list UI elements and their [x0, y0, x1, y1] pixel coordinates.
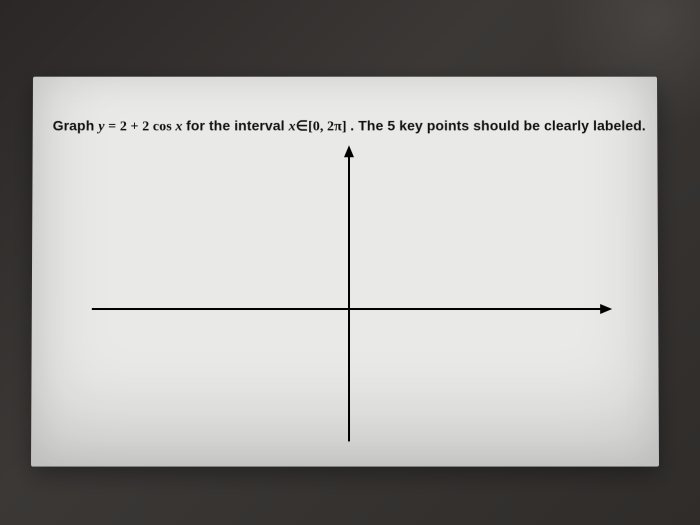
sentence-rest: . The 5 key points should be clearly lab…: [350, 117, 646, 133]
interval-b: 2π: [323, 119, 341, 134]
interval-var: x: [289, 119, 296, 134]
interval-in: ∈: [296, 119, 308, 134]
equation-body: = 2 + 2 cos: [105, 119, 176, 134]
photo-frame: Graph y = 2 + 2 cos x for the interval x…: [0, 0, 700, 525]
equation-x: x: [175, 119, 182, 134]
word-graph: Graph: [53, 117, 95, 133]
x-axis-arrow-icon: [600, 304, 612, 314]
interval-close: ]: [342, 119, 347, 134]
worksheet-screen: Graph y = 2 + 2 cos x for the interval x…: [31, 77, 659, 467]
for-the-interval: for the interval: [186, 117, 289, 133]
y-axis-arrow-icon: [344, 145, 354, 157]
problem-prompt: Graph y = 2 + 2 cos x for the interval x…: [53, 116, 638, 136]
interval-a: 0,: [313, 119, 324, 134]
axes-figure: [91, 141, 612, 441]
